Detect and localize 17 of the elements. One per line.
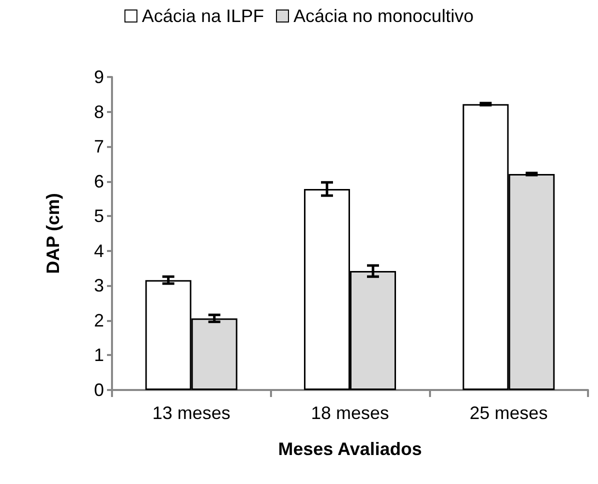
legend-label: Acácia no monocultivo xyxy=(293,6,474,26)
y-tick-label: 5 xyxy=(94,206,104,226)
y-tick-label: 8 xyxy=(94,102,104,122)
x-axis-title: Meses Avaliados xyxy=(278,439,422,459)
y-tick-label: 1 xyxy=(94,345,104,366)
y-tick-label: 7 xyxy=(94,136,104,157)
y-tick-label: 9 xyxy=(94,67,104,87)
y-tick-label: 3 xyxy=(94,276,104,296)
y-tick-label: 0 xyxy=(94,380,104,400)
x-tick-label: 18 meses xyxy=(310,403,390,423)
legend-label: Acácia na ILPF xyxy=(142,6,264,26)
y-tick-label: 6 xyxy=(94,171,104,192)
y-tick-label: 4 xyxy=(94,240,104,261)
y-tick-label: 2 xyxy=(94,310,104,330)
x-tick-label: 13 meses xyxy=(152,403,230,423)
y-axis-title: DAP (cm) xyxy=(43,193,63,274)
x-tick-label: 25 meses xyxy=(470,403,548,423)
